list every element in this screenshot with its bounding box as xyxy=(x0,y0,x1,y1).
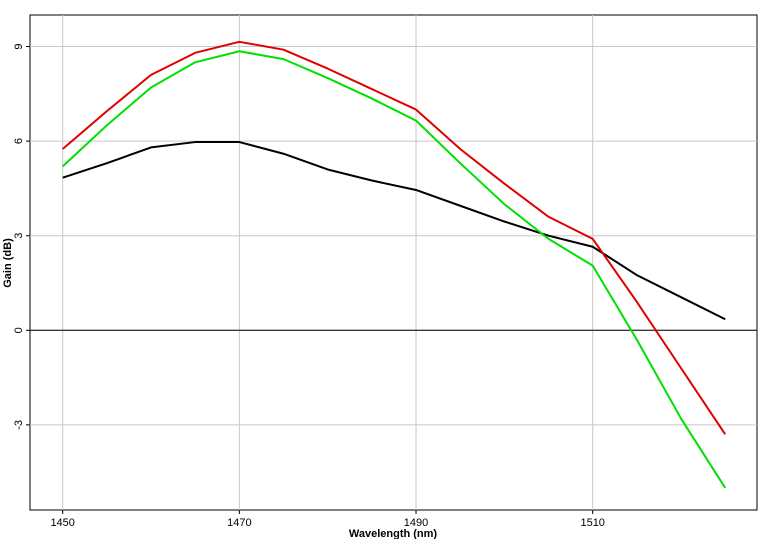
series-line xyxy=(62,50,727,489)
x-tick-label: 1470 xyxy=(227,517,251,529)
y-axis-title: Gain (dB) xyxy=(2,238,14,288)
plot-frame xyxy=(29,14,758,511)
x-axis-title: Wavelength (nm) xyxy=(349,528,438,539)
y-tick-label: 0 xyxy=(13,327,25,333)
series-line xyxy=(62,40,727,435)
y-tick-label: 6 xyxy=(13,138,25,144)
x-tick-label: 1490 xyxy=(404,517,428,529)
y-tick-label: 9 xyxy=(13,43,25,49)
series-line xyxy=(62,141,726,321)
x-tick-label: 1510 xyxy=(580,517,604,529)
y-tick-label: 3 xyxy=(13,233,25,239)
y-tick-label: -3 xyxy=(13,420,25,430)
x-tick-label: 1450 xyxy=(50,517,74,529)
